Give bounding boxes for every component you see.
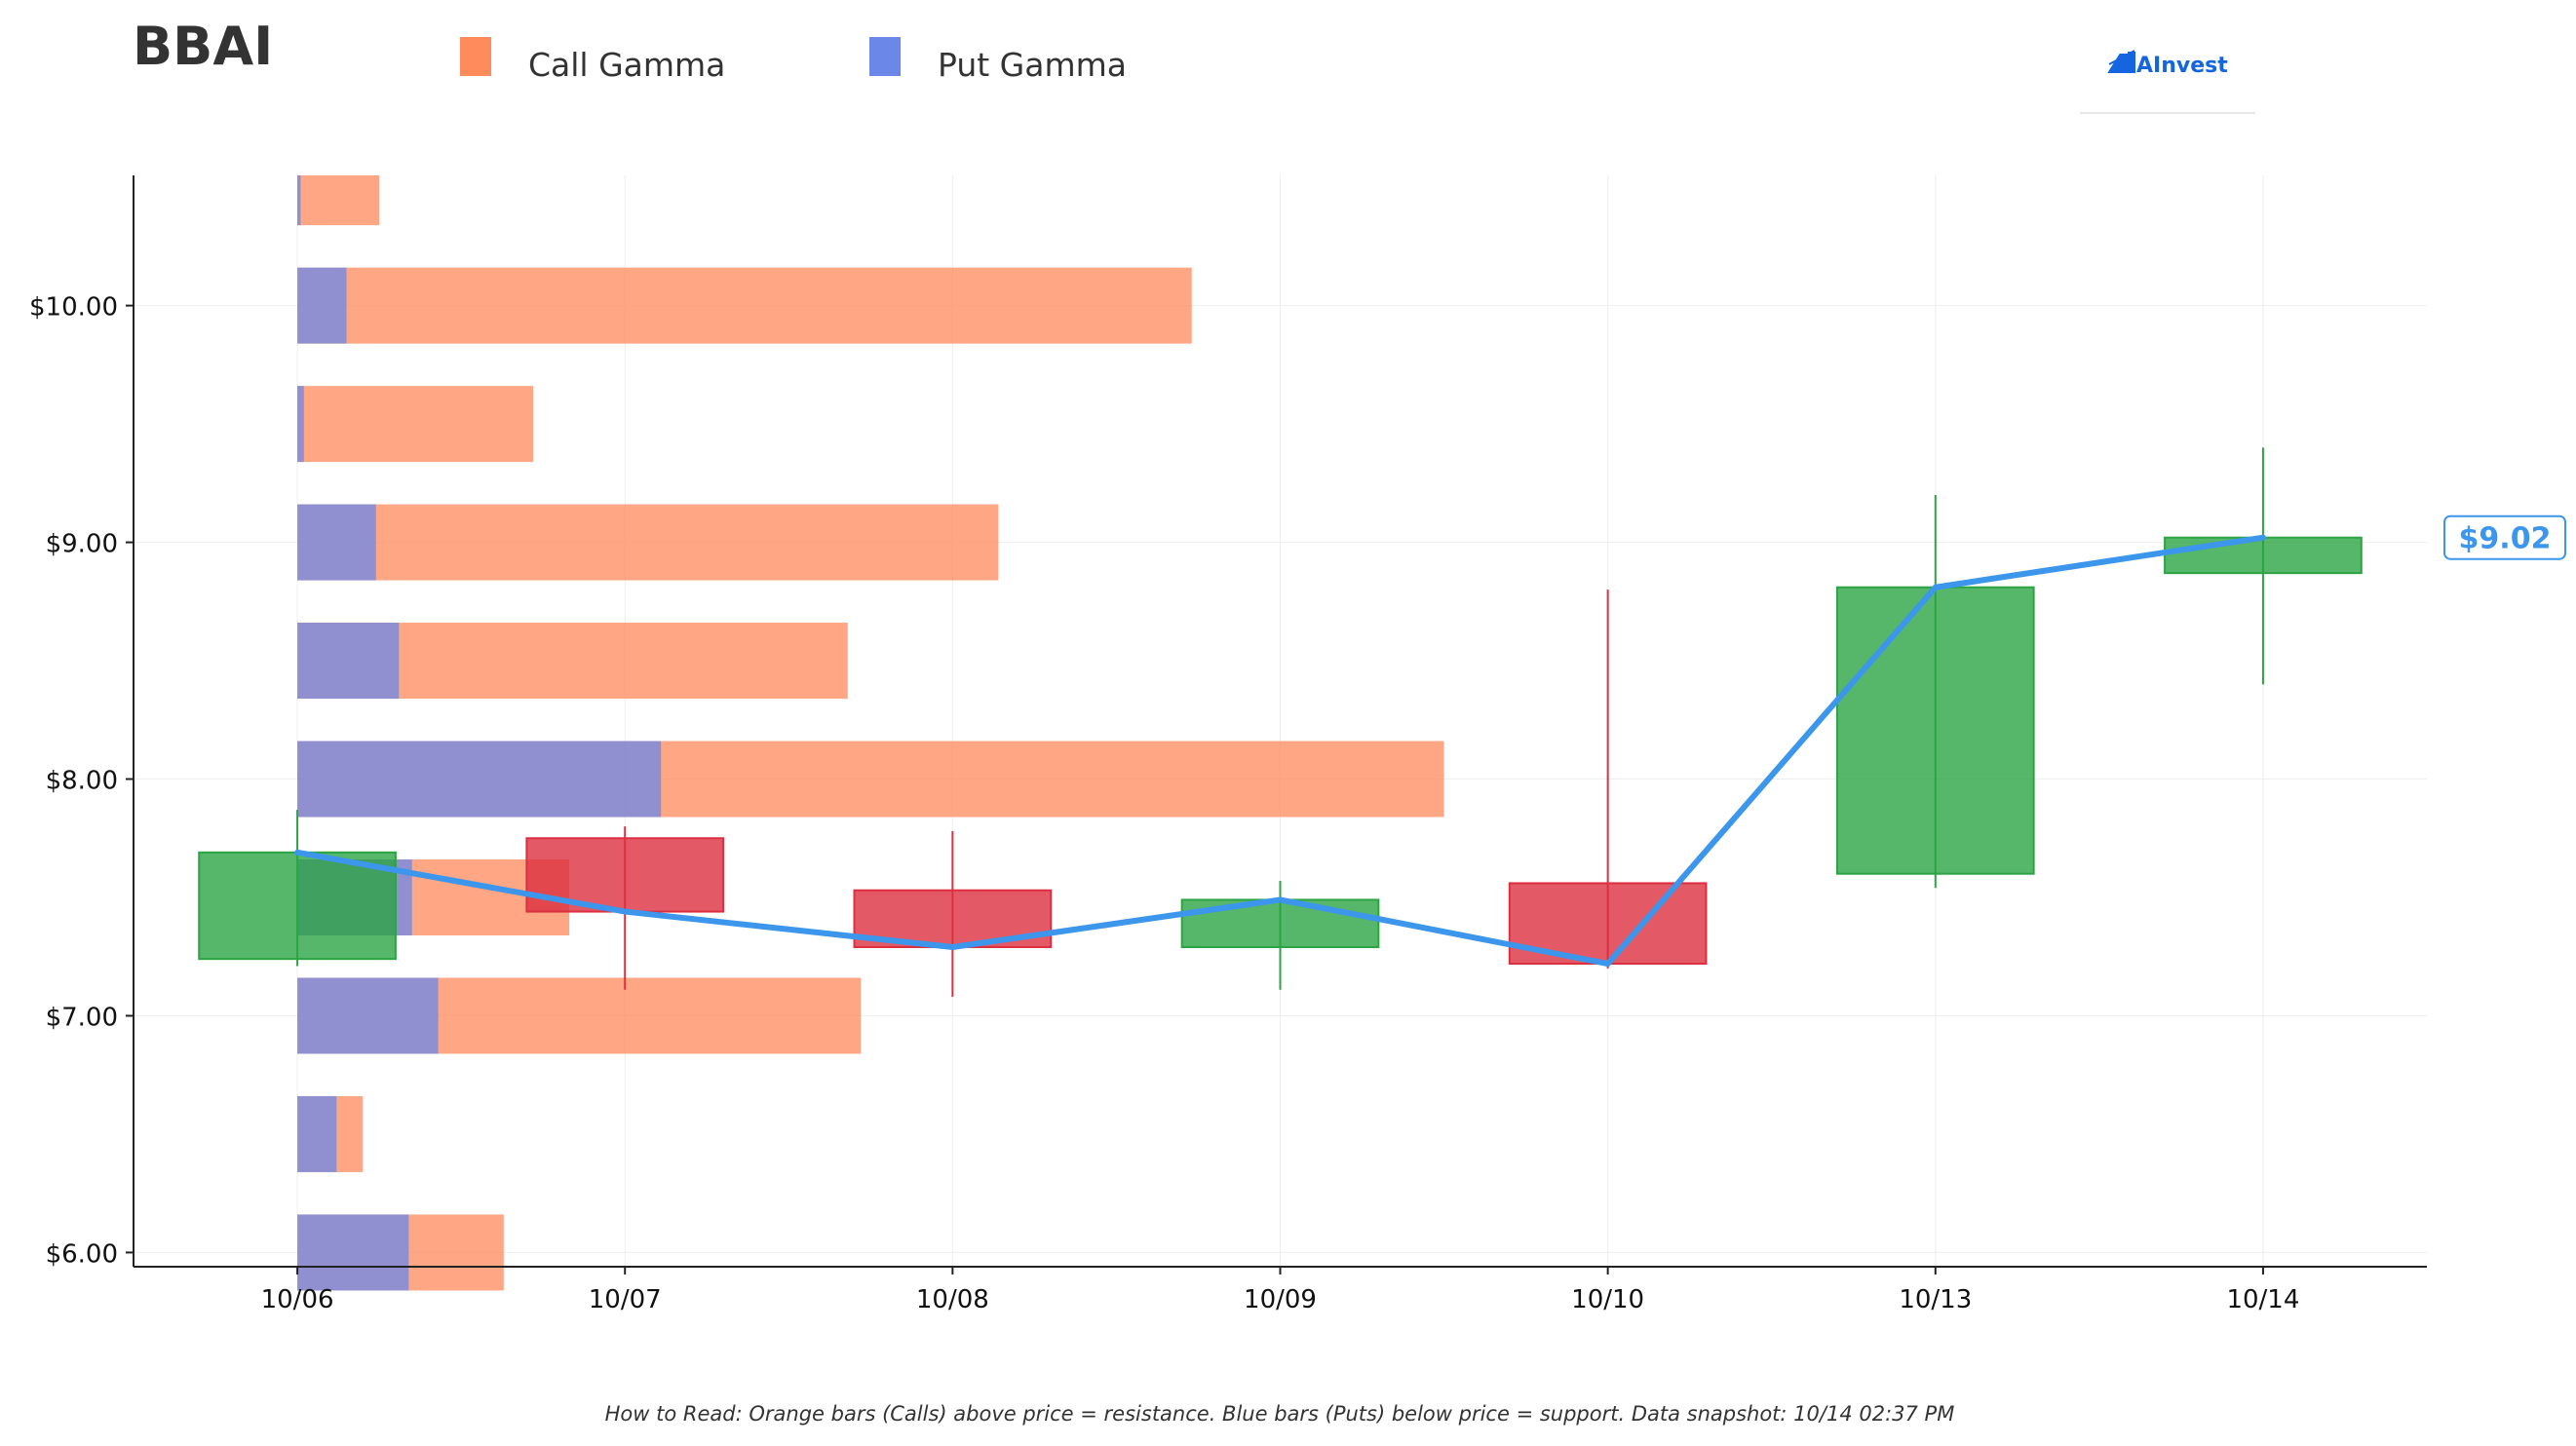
x-tick-label: 10/06 bbox=[261, 1285, 334, 1314]
put-gamma-bar bbox=[297, 1095, 337, 1172]
y-tick-label: $6.00 bbox=[46, 1239, 118, 1269]
price-line bbox=[294, 534, 2266, 968]
put-gamma-bar bbox=[297, 623, 400, 700]
last-price-badge: $9.02 bbox=[2443, 514, 2566, 560]
put-gamma-bar bbox=[297, 1214, 409, 1291]
legend: Call Gamma Put Gamma bbox=[460, 37, 1127, 84]
put-gamma-bar bbox=[297, 175, 301, 226]
candle-body bbox=[198, 851, 397, 961]
ainvest-logo: AInvest bbox=[2080, 50, 2255, 114]
footer-note: How to Read: Orange bars (Calls) above p… bbox=[605, 1402, 1955, 1426]
call-gamma-bar bbox=[297, 504, 999, 581]
y-tick-label: $10.00 bbox=[29, 293, 118, 323]
legend-label-put: Put Gamma bbox=[938, 46, 1127, 84]
ainvest-logo-text: AInvest bbox=[2136, 54, 2228, 78]
ainvest-logo-icon bbox=[2107, 50, 2135, 73]
plot-area: $9.02 $6.00 $7.00 $8.00 $9.00 $10.00 10/06 10/0… bbox=[29, 175, 2566, 1314]
put-gamma-bar bbox=[297, 977, 439, 1054]
call-gamma-bar bbox=[297, 386, 534, 463]
x-tick-label: 10/10 bbox=[1571, 1285, 1644, 1314]
legend-label-call: Call Gamma bbox=[528, 46, 725, 84]
x-tick-label: 10/09 bbox=[1244, 1285, 1317, 1314]
put-gamma-bar bbox=[297, 504, 376, 581]
call-gamma-bar bbox=[297, 267, 1192, 344]
x-tick-label: 10/14 bbox=[2226, 1285, 2299, 1314]
y-tick-label: $8.00 bbox=[46, 767, 118, 796]
put-gamma-bar bbox=[297, 386, 304, 463]
legend-swatch-put bbox=[869, 37, 901, 76]
candle-body bbox=[2164, 536, 2363, 575]
y-tick-label: $7.00 bbox=[46, 1003, 118, 1032]
candle-body bbox=[1835, 586, 2035, 875]
put-gamma-bar bbox=[297, 267, 347, 344]
last-price-label: $9.02 bbox=[2459, 522, 2552, 556]
put-gamma-bar bbox=[297, 741, 662, 818]
ticker-title: BBAI bbox=[133, 16, 273, 77]
x-tick-label: 10/08 bbox=[916, 1285, 989, 1314]
legend-swatch-call bbox=[460, 37, 491, 76]
call-gamma-bar bbox=[297, 175, 380, 226]
y-tick-label: $9.00 bbox=[46, 530, 118, 559]
x-tick-label: 10/07 bbox=[589, 1285, 662, 1314]
x-tick-label: 10/13 bbox=[1899, 1285, 1972, 1314]
last-price-badge-box bbox=[2443, 514, 2566, 560]
